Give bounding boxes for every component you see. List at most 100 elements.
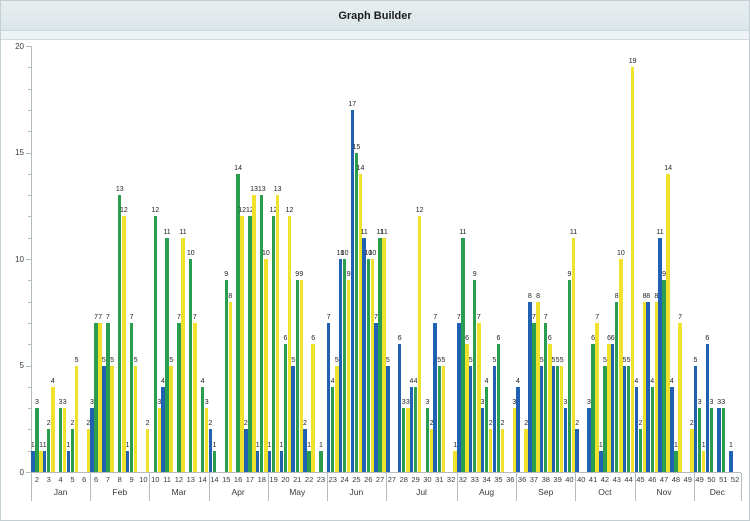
- bar-green-week-37-Sep[interactable]: [532, 322, 536, 472]
- bar-yellow-week-41-Oct[interactable]: [595, 322, 599, 472]
- bar-green-week-51-Dec[interactable]: [721, 408, 725, 472]
- bar-blue-week-39-Sep[interactable]: [551, 365, 556, 472]
- bar-blue-week-43-Oct[interactable]: [610, 344, 615, 472]
- bar-yellow-week-26-Jun[interactable]: [370, 259, 375, 472]
- bar-green-week-32-Aug[interactable]: [461, 237, 465, 472]
- bar-yellow-week-40-Sep[interactable]: [571, 237, 576, 472]
- bar-green-week-24-Jun[interactable]: [342, 259, 347, 472]
- bar-green-week-18-Apr[interactable]: [260, 195, 264, 472]
- bar-yellow-week-21-May[interactable]: [299, 280, 304, 472]
- bar-blue-week-22-May[interactable]: [303, 429, 307, 472]
- bar-blue-week-44-Oct[interactable]: [622, 365, 627, 472]
- bar-green-week-23-Jun[interactable]: [331, 386, 335, 472]
- bar-yellow-week-38-Sep[interactable]: [548, 344, 552, 472]
- bar-green-week-27-Jun[interactable]: [378, 237, 382, 472]
- bar-yellow-week-20-May[interactable]: [287, 216, 292, 472]
- bar-green-week-23-May[interactable]: [319, 450, 323, 472]
- bar-green-week-14-Apr[interactable]: [212, 450, 217, 472]
- bar-blue-week-46-Nov[interactable]: [646, 301, 650, 472]
- bar-yellow-week-25-Jun[interactable]: [358, 173, 363, 472]
- bar-yellow-week-31-Jul[interactable]: [441, 365, 446, 472]
- bar-green-week-3-Jan[interactable]: [47, 429, 51, 472]
- bar-blue-week-45-Nov[interactable]: [634, 386, 638, 472]
- bar-green-week-33-Aug[interactable]: [473, 280, 477, 472]
- bar-green-week-2-Jan[interactable]: [35, 408, 39, 472]
- bar-yellow-week-7-Feb[interactable]: [110, 365, 114, 472]
- bar-green-week-48-Nov[interactable]: [674, 450, 678, 472]
- bar-blue-week-3-Jan[interactable]: [42, 450, 47, 472]
- bar-blue-week-9-Feb[interactable]: [125, 450, 130, 472]
- bar-green-week-43-Oct[interactable]: [615, 301, 619, 472]
- bar-blue-week-32-Aug[interactable]: [457, 322, 461, 472]
- bar-yellow-week-15-Apr[interactable]: [228, 301, 233, 472]
- bar-yellow-week-39-Sep[interactable]: [559, 365, 564, 472]
- bar-green-week-47-Nov[interactable]: [662, 280, 666, 472]
- bar-blue-week-24-Jun[interactable]: [338, 259, 343, 472]
- bar-yellow-week-16-Apr[interactable]: [240, 216, 244, 472]
- bar-blue-week-17-Apr[interactable]: [244, 429, 248, 472]
- bar-blue-week-37-Sep[interactable]: [528, 301, 532, 472]
- bar-green-week-20-May[interactable]: [283, 344, 288, 472]
- bar-yellow-week-30-Jul[interactable]: [429, 429, 434, 472]
- bar-green-week-7-Feb[interactable]: [106, 322, 110, 472]
- bar-blue-week-27-Jun[interactable]: [374, 322, 378, 472]
- bar-yellow-week-49-Nov[interactable]: [690, 429, 694, 472]
- bar-green-week-19-May[interactable]: [271, 216, 276, 472]
- bar-yellow-week-24-Jun[interactable]: [346, 280, 351, 472]
- bar-green-week-12-Mar[interactable]: [177, 322, 181, 472]
- bar-yellow-week-34-Aug[interactable]: [488, 429, 493, 472]
- bar-yellow-week-36-Aug[interactable]: [512, 408, 517, 472]
- bar-yellow-week-13-Mar[interactable]: [193, 322, 197, 472]
- bar-blue-week-28-Jul[interactable]: [397, 344, 402, 472]
- bar-blue-week-38-Sep[interactable]: [539, 365, 544, 472]
- bar-green-week-6-Feb[interactable]: [94, 322, 98, 472]
- bar-green-week-8-Feb[interactable]: [118, 195, 122, 472]
- bar-green-week-49-Dec[interactable]: [697, 408, 702, 472]
- bar-blue-week-2-Jan[interactable]: [31, 450, 35, 472]
- bar-green-week-16-Apr[interactable]: [236, 173, 240, 472]
- bar-yellow-week-32-Jul[interactable]: [453, 450, 457, 472]
- bar-blue-week-5-Jan[interactable]: [66, 450, 70, 472]
- bar-green-week-13-Mar[interactable]: [189, 259, 193, 472]
- bar-blue-week-6-Feb[interactable]: [90, 408, 94, 472]
- bar-green-week-50-Dec[interactable]: [709, 408, 714, 472]
- bar-blue-week-40-Sep[interactable]: [563, 408, 567, 472]
- bar-green-week-11-Mar[interactable]: [165, 237, 169, 472]
- bar-yellow-week-10-Feb[interactable]: [145, 429, 150, 472]
- bar-green-week-35-Aug[interactable]: [496, 344, 501, 472]
- bar-blue-week-14-Apr[interactable]: [208, 429, 212, 472]
- bar-yellow-week-11-Mar[interactable]: [169, 365, 173, 472]
- bar-blue-week-48-Nov[interactable]: [670, 386, 674, 472]
- bar-blue-week-11-Mar[interactable]: [161, 386, 165, 472]
- bar-green-week-39-Sep[interactable]: [555, 365, 560, 472]
- bar-yellow-week-48-Nov[interactable]: [678, 322, 682, 472]
- bar-blue-week-34-Aug[interactable]: [480, 408, 485, 472]
- bar-yellow-week-47-Nov[interactable]: [666, 173, 670, 472]
- bar-yellow-week-19-May[interactable]: [275, 195, 280, 472]
- bar-yellow-week-22-May[interactable]: [311, 344, 315, 472]
- bar-yellow-week-9-Feb[interactable]: [133, 365, 138, 472]
- bar-green-week-28-Jul[interactable]: [402, 408, 406, 472]
- bar-green-week-44-Oct[interactable]: [626, 365, 631, 472]
- bar-blue-week-33-Aug[interactable]: [468, 365, 473, 472]
- bar-green-week-31-Jul[interactable]: [437, 365, 441, 472]
- bar-blue-week-42-Oct[interactable]: [599, 450, 603, 472]
- bar-yellow-week-2-Jan[interactable]: [39, 450, 43, 472]
- bar-blue-week-49-Dec[interactable]: [693, 365, 698, 472]
- bar-yellow-week-12-Mar[interactable]: [181, 237, 185, 472]
- bar-yellow-week-6-Jan[interactable]: [86, 429, 91, 472]
- bar-green-week-29-Jul[interactable]: [413, 386, 418, 472]
- bar-yellow-week-5-Jan[interactable]: [74, 365, 79, 472]
- bar-yellow-week-4-Jan[interactable]: [62, 408, 67, 472]
- bar-green-week-25-Jun[interactable]: [354, 152, 359, 472]
- bar-yellow-week-14-Mar[interactable]: [204, 408, 209, 472]
- bar-yellow-week-29-Jul[interactable]: [417, 216, 422, 472]
- bar-green-week-4-Jan[interactable]: [58, 408, 63, 472]
- bar-blue-week-7-Feb[interactable]: [102, 365, 106, 472]
- bar-blue-week-31-Jul[interactable]: [433, 322, 437, 472]
- bar-blue-week-51-Dec[interactable]: [717, 408, 721, 472]
- bar-blue-week-18-Apr[interactable]: [255, 450, 260, 472]
- bar-green-week-15-Apr[interactable]: [224, 280, 228, 472]
- bar-green-week-42-Oct[interactable]: [603, 365, 607, 472]
- bar-green-week-22-May[interactable]: [307, 450, 311, 472]
